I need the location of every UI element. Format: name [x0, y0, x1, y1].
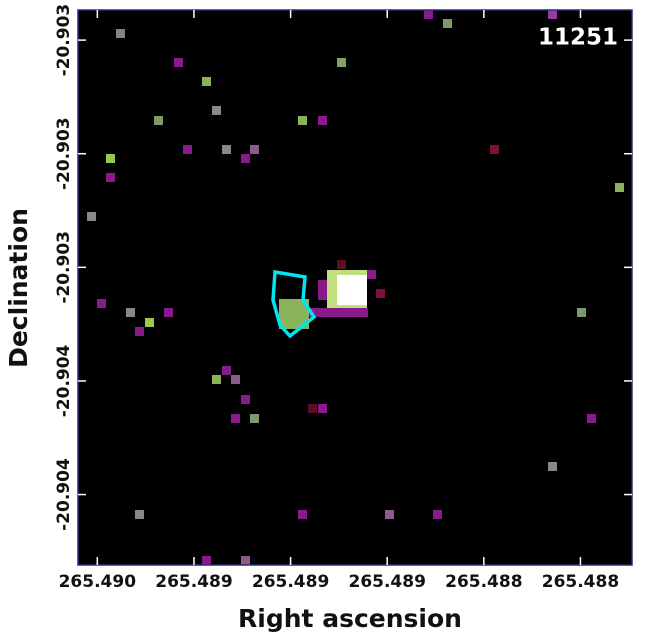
- x-tick-label: 265.488: [445, 572, 522, 592]
- x-tick-label: 265.489: [155, 572, 232, 592]
- annotation: 11251: [538, 25, 618, 51]
- y-tick-label: -20.904: [54, 458, 74, 531]
- y-axis-label: Declination: [4, 208, 33, 368]
- x-tick-label: 265.489: [252, 572, 329, 592]
- x-tick-label: 265.490: [59, 572, 137, 592]
- plot-frame: [77, 9, 633, 566]
- x-tick-label: 265.489: [348, 572, 425, 592]
- image-pixels: [87, 10, 624, 565]
- y-tick-label: -20.903: [54, 231, 74, 304]
- region-outline: [271, 269, 317, 339]
- x-tick-label: 265.488: [542, 572, 619, 592]
- y-tick-label: -20.903: [54, 4, 74, 77]
- y-tick-label: -20.903: [54, 117, 74, 190]
- y-tick-label: -20.904: [54, 344, 74, 417]
- x-axis-label: Right ascension: [238, 604, 462, 633]
